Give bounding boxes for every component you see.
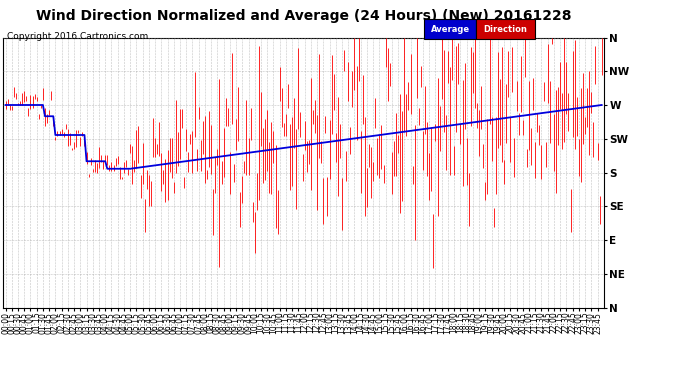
Text: Average: Average xyxy=(431,25,470,34)
Text: Copyright 2016 Cartronics.com: Copyright 2016 Cartronics.com xyxy=(7,32,148,41)
Text: Wind Direction Normalized and Average (24 Hours) (New) 20161228: Wind Direction Normalized and Average (2… xyxy=(36,9,571,23)
Text: Direction: Direction xyxy=(484,25,527,34)
